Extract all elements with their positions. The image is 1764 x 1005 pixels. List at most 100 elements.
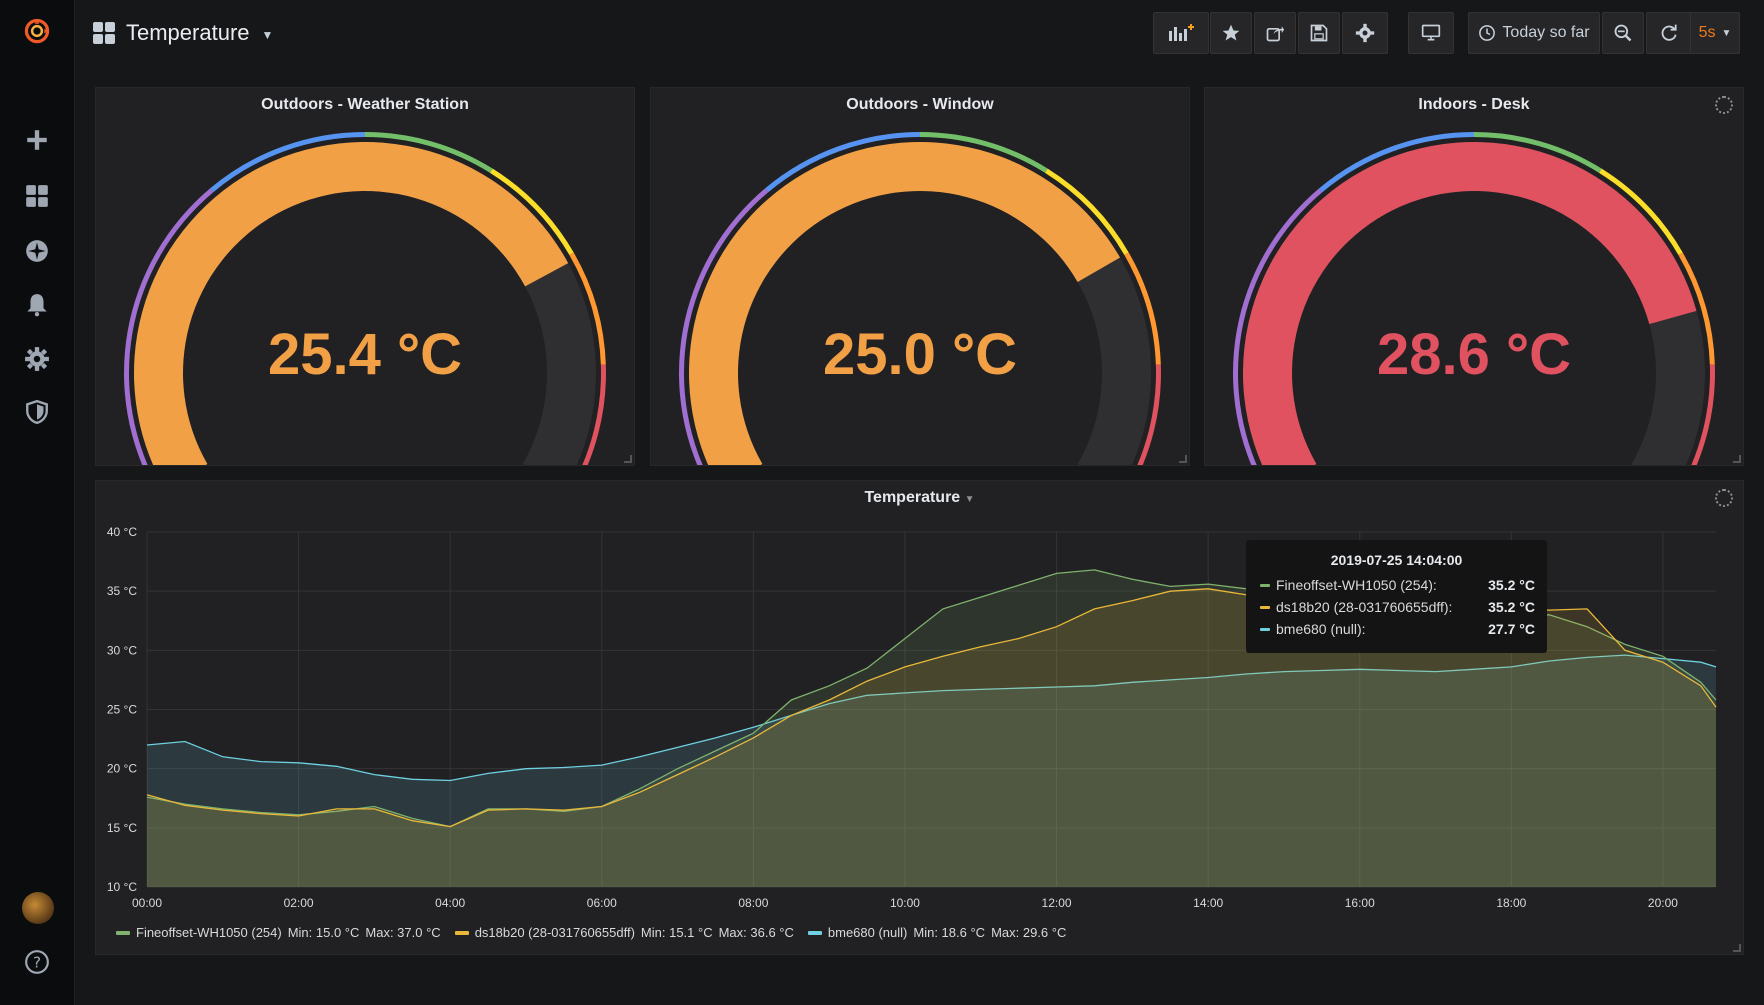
gauge-threshold-band [1124,252,1161,365]
gauge-threshold-band [582,364,606,465]
star-icon [1222,24,1240,41]
svg-text:?: ? [33,953,41,971]
tv-mode-button[interactable] [1408,12,1454,54]
gauge-threshold-band [1045,168,1129,255]
gauge-visual [1233,132,1715,465]
gauge-fill [689,142,1121,465]
help-icon[interactable]: ? [22,947,52,977]
gauge-panel-indoors-desk[interactable]: Indoors - Desk 28.6 °C [1204,87,1744,466]
add-panel-icon [1169,24,1194,41]
refresh-button[interactable] [1646,12,1692,54]
share-icon [1266,26,1285,42]
tooltip-series-value: 35.2 °C [1488,599,1535,615]
save-icon [1310,24,1328,42]
dashboards-icon[interactable] [22,181,52,211]
dashboards-icon [93,22,115,44]
legend-item[interactable]: ds18b20 (28-031760655dff) Min: 15.1 °C M… [454,925,794,940]
clock-icon [1479,25,1496,41]
dashboard-picker[interactable]: Temperature ▼ [92,16,273,50]
refresh-icon [1661,24,1677,41]
caret-down-icon: ▼ [964,494,975,505]
share-button[interactable] [1254,12,1296,54]
tooltip-series-value: 27.7 °C [1488,621,1535,637]
series-swatch [1260,583,1270,587]
add-panel-button[interactable] [1153,12,1209,54]
gauge-threshold-band [1474,132,1602,173]
gauge-threshold-band [124,188,214,465]
loading-spinner-icon [1715,489,1733,507]
gauge-threshold-band [679,188,769,465]
panel-title: Outdoors - Window [846,96,994,113]
legend-series-name: bme680 (null) [827,925,908,940]
gauge-threshold-band [1137,364,1161,465]
graph-panel-header[interactable]: Temperature ▼ [96,489,1743,507]
dashboard-title: Temperature [126,20,250,45]
legend-min: Min: 15.0 °C [287,925,360,940]
caret-down-icon: ▼ [261,28,274,42]
monitor-icon [1421,24,1441,41]
gauge-value: 25.4 °C [267,322,463,387]
gauge-threshold-band [1691,364,1715,465]
grafana-logo-icon[interactable] [22,16,52,46]
graph-legend: Fineoffset-WH1050 (254) Min: 15.0 °C Max… [116,925,1066,940]
legend-item[interactable]: Fineoffset-WH1050 (254) Min: 15.0 °C Max… [116,925,441,940]
save-button[interactable] [1298,12,1340,54]
gauge-threshold-band [365,132,493,173]
graph-tooltip: 2019-07-25 14:04:00 Fineoffset-WH1050 (2… [1246,540,1547,653]
gauge-threshold-band [1233,188,1323,465]
tooltip-row: ds18b20 (28-031760655dff): 35.2 °C [1260,599,1535,615]
series-swatch [807,930,822,935]
star-button[interactable] [1210,12,1252,54]
loading-spinner-icon [1715,96,1733,114]
tooltip-series-name: Fineoffset-WH1050 (254): [1276,577,1437,593]
tooltip-row: Fineoffset-WH1050 (254): 35.2 °C [1260,577,1535,593]
explore-icon[interactable] [22,236,52,266]
shield-icon[interactable] [22,397,52,427]
legend-series-name: Fineoffset-WH1050 (254) [136,925,282,940]
panel-title: Indoors - Desk [1418,96,1530,113]
time-picker-button[interactable]: Today so far [1468,12,1600,54]
bell-icon[interactable] [22,290,52,320]
gauge-fill [134,142,569,465]
zoom-out-button[interactable] [1602,12,1644,54]
gauge-panel-weather-station[interactable]: Outdoors - Weather Station 25.4 °C [95,87,635,466]
series-swatch [454,930,469,935]
top-navbar: Temperature ▼ Today so far 5s ▼ [74,0,1764,68]
resize-handle[interactable] [1179,455,1187,463]
legend-max: Max: 37.0 °C [365,925,441,940]
panel-title: Outdoors - Weather Station [261,96,469,113]
gauge-threshold-band [920,132,1048,173]
gauge-visual [124,132,606,465]
gauge-threshold-band [490,168,574,255]
refresh-interval-label: 5s [1698,24,1716,41]
panel-title: Temperature [864,489,961,506]
resize-handle[interactable] [624,455,632,463]
gauge-threshold-band [1599,168,1683,255]
gauge-value: 28.6 °C [1376,322,1572,387]
legend-max: Max: 36.6 °C [718,925,794,940]
series-swatch [116,930,130,935]
gauge-value: 25.0 °C [822,322,1018,387]
legend-min: Min: 15.1 °C [640,925,713,940]
gauge-panel-window[interactable]: Outdoors - Window 25.0 °C [650,87,1190,466]
legend-max: Max: 29.6 °C [991,925,1067,940]
gauge-threshold-band [569,252,606,365]
refresh-interval-picker[interactable]: 5s ▼ [1690,12,1740,54]
avatar[interactable] [22,892,54,924]
caret-down-icon: ▼ [1721,27,1732,39]
gauge-visual [679,132,1161,465]
resize-handle[interactable] [1733,455,1741,463]
gauge-fill [1243,142,1697,465]
settings-button[interactable] [1342,12,1388,54]
legend-series-name: ds18b20 (28-031760655dff) [474,925,635,940]
legend-min: Min: 18.6 °C [913,925,986,940]
legend-item[interactable]: bme680 (null) Min: 18.6 °C Max: 29.6 °C [807,925,1067,940]
plus-icon[interactable] [22,125,52,155]
gear-icon[interactable] [22,344,52,374]
tooltip-row: bme680 (null): 27.7 °C [1260,621,1535,637]
series-swatch [1260,627,1270,631]
resize-handle[interactable] [1733,944,1741,952]
sidebar: ? [0,0,75,1005]
tooltip-series-name: bme680 (null): [1276,621,1366,637]
tooltip-series-name: ds18b20 (28-031760655dff): [1276,599,1453,615]
